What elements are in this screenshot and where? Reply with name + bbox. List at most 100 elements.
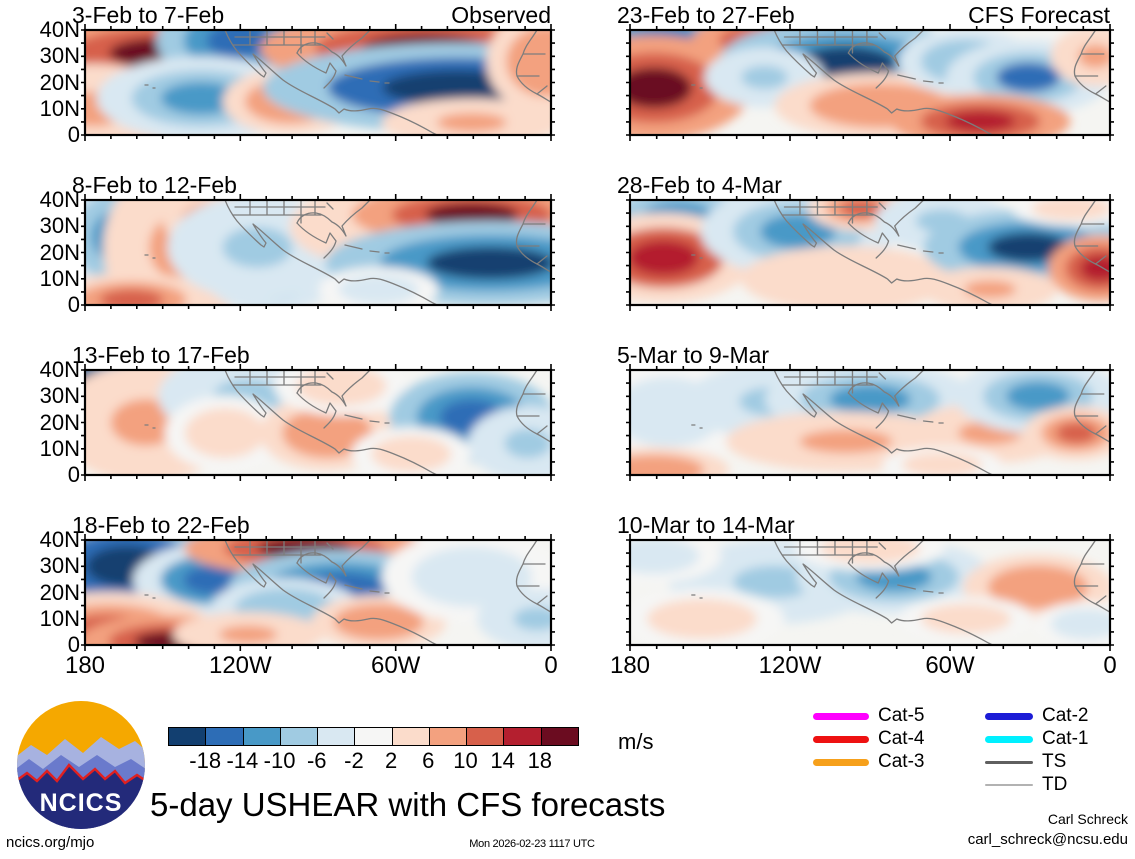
colorbar-tick-label: 6 (422, 748, 435, 773)
panel-corner-label: Observed (451, 2, 551, 28)
y-axis-tick-label: 40N (39, 187, 80, 212)
y-axis-tick-label: 0 (67, 292, 80, 317)
colorbar-segment (206, 728, 244, 745)
map-frame (628, 28, 1112, 137)
x-axis-tick-label: 180 (64, 652, 106, 679)
legend-label: Cat-2 (1042, 705, 1089, 726)
contour-map (626, 194, 1114, 311)
y-axis-tick-label: 0 (67, 632, 80, 657)
legend-line-ts (985, 760, 1033, 764)
y-axis-tick-label: 0 (67, 462, 80, 487)
map-frame (628, 368, 1112, 477)
legend-label: TS (1042, 751, 1067, 772)
anomaly-field (630, 30, 1110, 135)
y-axis-tick-label: 40N (39, 17, 80, 42)
y-axis-tick-label: 20N (39, 239, 80, 265)
axis-ticks (81, 24, 555, 141)
anomaly-field (630, 540, 1110, 645)
anomaly-field (85, 370, 551, 475)
colorbar-tick-label: -18 (189, 748, 222, 773)
axis-ticks (626, 194, 1114, 311)
legend-line-cat-1 (985, 735, 1033, 743)
x-axis-tick-label: 120W (758, 652, 822, 679)
colorbar-segment (429, 728, 468, 745)
map-frame (83, 538, 553, 647)
panel-corner-label: CFS Forecast (968, 2, 1110, 28)
axis-ticks (626, 534, 1114, 651)
axis-ticks (81, 364, 555, 481)
panel-title: 13-Feb to 17-Feb (72, 342, 250, 368)
colorbar-segment (467, 728, 505, 745)
colorbar-segment (169, 728, 207, 745)
colorbar-segment (392, 728, 430, 745)
contour-map (626, 364, 1114, 481)
panel-title: 28-Feb to 4-Mar (617, 172, 782, 198)
panel-title: 8-Feb to 12-Feb (72, 172, 237, 198)
colorbar-tick-label: 2 (384, 748, 398, 773)
axis-ticks (81, 534, 555, 651)
panel-title: 3-Feb to 7-Feb (72, 2, 225, 28)
ncics-logo: NCICS (17, 701, 145, 829)
colorbar-tick-label: -10 (263, 748, 296, 773)
contour-map (81, 194, 555, 311)
panel-title: 5-Mar to 9-Mar (617, 342, 770, 368)
x-axis-tick-label: 60W (370, 652, 421, 679)
credit-email[interactable]: carl_schreck@ncsu.edu (967, 831, 1128, 848)
panel-title: 18-Feb to 22-Feb (72, 512, 250, 538)
x-axis-tick-label: 120W (208, 652, 272, 679)
colorbar-segment (243, 728, 281, 745)
anomaly-field (630, 370, 1110, 475)
colorbar-segment (541, 728, 578, 745)
site-link[interactable]: ncics.org/mjo (6, 834, 95, 851)
contour-map (81, 534, 555, 651)
contour-map (81, 24, 555, 141)
legend-label: TD (1042, 774, 1068, 795)
colorbar-segment (280, 728, 319, 745)
credit-name: Carl Schreck (1047, 811, 1128, 827)
legend-line-td (985, 784, 1033, 786)
map-frame (83, 28, 553, 137)
panel-title: 10-Mar to 14-Mar (617, 512, 795, 538)
y-axis-tick-label: 10N (39, 435, 80, 461)
y-axis-tick-label: 10N (39, 265, 80, 291)
y-axis-tick-label: 30N (39, 43, 80, 69)
colorbar-segment (504, 728, 542, 745)
legend-label: Cat-1 (1042, 728, 1089, 749)
colorbar-tick-label: 10 (453, 748, 478, 773)
y-axis-tick-label: 30N (39, 553, 80, 579)
y-axis-tick-label: 20N (39, 409, 80, 435)
colorbar-tick-label: 14 (490, 748, 515, 773)
anomaly-field (630, 200, 1110, 305)
y-axis-tick-label: 30N (39, 383, 80, 409)
legend-line-cat-4 (813, 735, 869, 743)
legend-label: Cat-5 (878, 705, 925, 726)
x-axis-tick-label: 60W (925, 652, 975, 679)
y-axis-tick-label: 20N (39, 579, 80, 605)
contour-map (81, 364, 555, 481)
legend-line-cat-5 (813, 712, 869, 720)
y-axis-tick-label: 30N (39, 213, 80, 239)
map-frame (83, 368, 553, 477)
x-axis-tick-label: 0 (544, 652, 558, 679)
y-axis-tick-label: 40N (39, 357, 80, 382)
colorbar (168, 727, 579, 746)
anomaly-field (85, 200, 551, 305)
colorbar-unit: m/s (618, 729, 654, 754)
logo-ridge-line (17, 763, 145, 785)
colorbar-tick-label: -6 (306, 748, 327, 773)
axis-ticks (626, 364, 1114, 481)
legend-line-cat-2 (985, 712, 1033, 720)
map-frame (628, 198, 1112, 307)
legend-line-cat-3 (813, 758, 869, 766)
figure-title: 5-day USHEAR with CFS forecasts (150, 786, 666, 823)
map-frame (83, 198, 553, 307)
x-axis-tick-label: 180 (609, 652, 651, 679)
contour-map (626, 24, 1114, 141)
anomaly-field (85, 30, 551, 135)
colorbar-tick-label: -14 (226, 748, 259, 773)
anomaly-field (85, 540, 551, 645)
y-axis-tick-label: 10N (39, 605, 80, 631)
legend-label: Cat-4 (878, 728, 925, 749)
y-axis-tick-label: 10N (39, 95, 80, 121)
